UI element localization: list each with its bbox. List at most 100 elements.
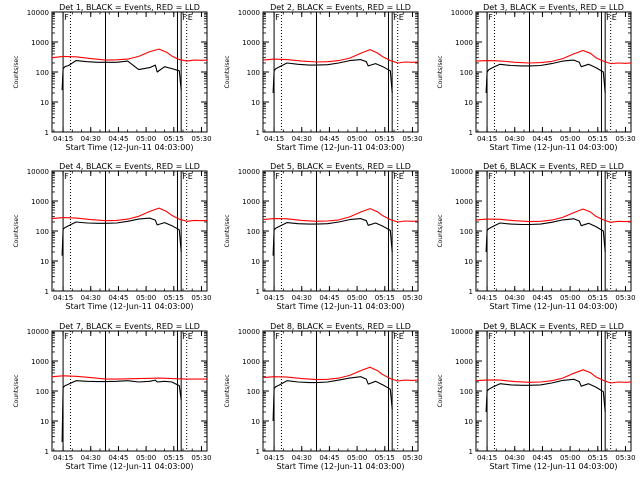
x-tick-label: 05:30 [615, 294, 635, 302]
x-axis-label: Start Time (12-Jun-11 04:03:00) [277, 302, 405, 311]
x-tick-label: 05:15 [164, 294, 184, 302]
lld-series-line [475, 49, 632, 65]
x-tick-label: 04:45 [108, 454, 128, 462]
x-tick-label: 04:15 [53, 135, 73, 143]
event-marker-label: F [488, 172, 493, 181]
plot-frame [51, 170, 208, 292]
y-axis-label: Counts/sec [437, 55, 444, 88]
lld-series-line [475, 208, 632, 223]
chart-panel: Det 3, BLACK = Events, RED = LLD Counts/s… [437, 3, 636, 152]
event-marker-label: E [399, 332, 404, 341]
x-tick-label: 05:30 [615, 135, 635, 143]
plot-frame [51, 11, 208, 133]
y-tick-label: 10000 [27, 168, 49, 176]
x-tick-label: 05:30 [191, 294, 211, 302]
chart-title: Det 4, BLACK = Events, RED = LLD [59, 162, 200, 171]
x-tick-label: 05:00 [560, 454, 580, 462]
x-tick-label: 04:45 [319, 135, 339, 143]
event-marker-label: F [64, 172, 69, 181]
lld-series-line [51, 375, 207, 380]
event-marker-label: E [612, 332, 617, 341]
y-tick-label: 10000 [451, 9, 473, 17]
y-axis-label: Counts/sec [224, 55, 231, 88]
x-tick-label: 05:30 [402, 294, 422, 302]
x-tick-label: 05:30 [615, 454, 635, 462]
x-tick-label: 05:15 [588, 135, 608, 143]
y-tick-label: 100 [460, 388, 473, 396]
x-tick-label: 04:45 [319, 294, 339, 302]
event-marker-label: F [393, 332, 398, 341]
chart-panel: Det 4, BLACK = Events, RED = LLD Counts/s… [13, 162, 212, 311]
lld-series-line [51, 48, 208, 62]
y-tick-label: 100 [36, 228, 49, 236]
x-tick-label: 05:00 [347, 454, 367, 462]
x-tick-label: 05:00 [136, 454, 156, 462]
y-tick-label: 10000 [451, 328, 473, 336]
x-tick-label: 05:15 [164, 454, 184, 462]
y-axis-label: Counts/sec [437, 214, 444, 247]
event-marker-label: E [612, 13, 617, 22]
y-tick-label: 10 [251, 418, 260, 426]
y-tick-label: 10 [464, 99, 473, 107]
chart-panel: Det 7, BLACK = Events, RED = LLD Counts/s… [13, 322, 212, 471]
events-series-line [61, 60, 182, 91]
plot-frame [51, 330, 208, 452]
chart-title: Det 1, BLACK = Events, RED = LLD [59, 3, 200, 12]
y-tick-label: 100 [460, 228, 473, 236]
event-marker-label: F [64, 332, 69, 341]
event-marker-label: E [188, 332, 193, 341]
event-marker-label: E [399, 13, 404, 22]
y-tick-label: 1000 [455, 198, 473, 206]
x-tick-label: 04:15 [477, 135, 497, 143]
x-tick-label: 04:15 [264, 135, 284, 143]
x-tick-label: 04:15 [264, 454, 284, 462]
lld-series-line [262, 49, 419, 64]
x-tick-label: 05:00 [560, 294, 580, 302]
y-tick-label: 100 [247, 69, 260, 77]
y-tick-label: 100 [460, 69, 473, 77]
x-tick-label: 04:45 [532, 294, 552, 302]
plot-frame [475, 11, 632, 133]
events-series-line [61, 217, 182, 256]
chart-title: Det 5, BLACK = Events, RED = LLD [270, 162, 411, 171]
x-tick-label: 04:45 [108, 135, 128, 143]
y-axis-label: Counts/sec [224, 214, 231, 247]
chart-panel: Det 8, BLACK = Events, RED = LLD Counts/s… [224, 322, 423, 471]
event-marker-label: E [188, 13, 193, 22]
chart-title: Det 7, BLACK = Events, RED = LLD [59, 322, 200, 331]
x-tick-label: 04:45 [532, 454, 552, 462]
x-tick-label: 05:00 [347, 294, 367, 302]
lld-series-line [51, 207, 208, 222]
event-marker-label: F [488, 332, 493, 341]
y-tick-label: 1000 [242, 39, 260, 47]
x-axis-label: Start Time (12-Jun-11 04:03:00) [66, 143, 194, 152]
y-tick-label: 100 [247, 388, 260, 396]
chart-panel: Det 5, BLACK = Events, RED = LLD Counts/s… [224, 162, 423, 311]
y-tick-label: 10 [464, 258, 473, 266]
chart-title: Det 8, BLACK = Events, RED = LLD [270, 322, 411, 331]
x-tick-label: 05:15 [375, 294, 395, 302]
event-marker-label: F [275, 13, 280, 22]
event-marker-label: F [488, 13, 493, 22]
x-axis-label: Start Time (12-Jun-11 04:03:00) [66, 302, 194, 311]
x-tick-label: 05:00 [347, 135, 367, 143]
x-tick-label: 05:30 [191, 454, 211, 462]
x-tick-label: 05:15 [164, 135, 184, 143]
x-tick-label: 04:30 [505, 454, 525, 462]
x-axis-label: Start Time (12-Jun-11 04:03:00) [490, 143, 618, 152]
y-tick-label: 1 [256, 288, 260, 296]
x-axis-label: Start Time (12-Jun-11 04:03:00) [490, 462, 618, 471]
event-marker-label: F [393, 13, 398, 22]
events-series-line [485, 59, 606, 94]
x-tick-label: 05:00 [136, 294, 156, 302]
y-tick-label: 10000 [451, 168, 473, 176]
y-tick-label: 1 [45, 129, 49, 137]
lld-series-line [475, 369, 632, 384]
chart-panel: Det 6, BLACK = Events, RED = LLD Counts/s… [437, 162, 636, 311]
event-marker-label: E [612, 172, 617, 181]
chart-panel: Det 1, BLACK = Events, RED = LLD Counts/s… [13, 3, 212, 152]
y-tick-label: 10000 [238, 9, 260, 17]
y-tick-label: 10 [40, 418, 49, 426]
event-marker-label: F [182, 172, 187, 181]
